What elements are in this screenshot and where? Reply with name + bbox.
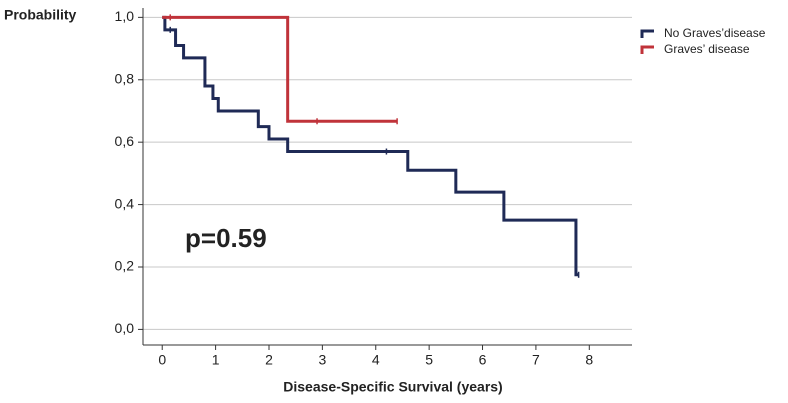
x-axis-title: Disease-Specific Survival (years) xyxy=(283,379,502,395)
annotation: p=0.59 xyxy=(185,223,267,253)
legend-label: Graves’ disease xyxy=(664,42,750,56)
x-tick-label: 0 xyxy=(158,352,166,368)
x-tick-label: 6 xyxy=(479,352,487,368)
y-axis-title: Probability xyxy=(4,7,77,23)
x-tick-label: 7 xyxy=(532,352,540,368)
y-tick-label: 1,0 xyxy=(115,8,135,24)
x-tick-label: 8 xyxy=(585,352,593,368)
survival-curve xyxy=(162,15,398,123)
y-tick-label: 0,2 xyxy=(115,258,135,274)
x-tick-label: 5 xyxy=(425,352,433,368)
x-tick-label: 2 xyxy=(265,352,273,368)
x-tick-label: 3 xyxy=(318,352,326,368)
survival-curve xyxy=(162,15,579,277)
legend-swatch xyxy=(640,29,654,38)
y-tick-label: 0,0 xyxy=(115,320,135,336)
x-tick-label: 1 xyxy=(212,352,220,368)
legend-swatch xyxy=(640,45,654,54)
legend-label: No Graves’disease xyxy=(664,26,766,40)
y-tick-label: 0,8 xyxy=(115,70,135,86)
y-tick-label: 0,4 xyxy=(115,195,135,211)
y-tick-label: 0,6 xyxy=(115,133,135,149)
x-tick-label: 4 xyxy=(372,352,380,368)
